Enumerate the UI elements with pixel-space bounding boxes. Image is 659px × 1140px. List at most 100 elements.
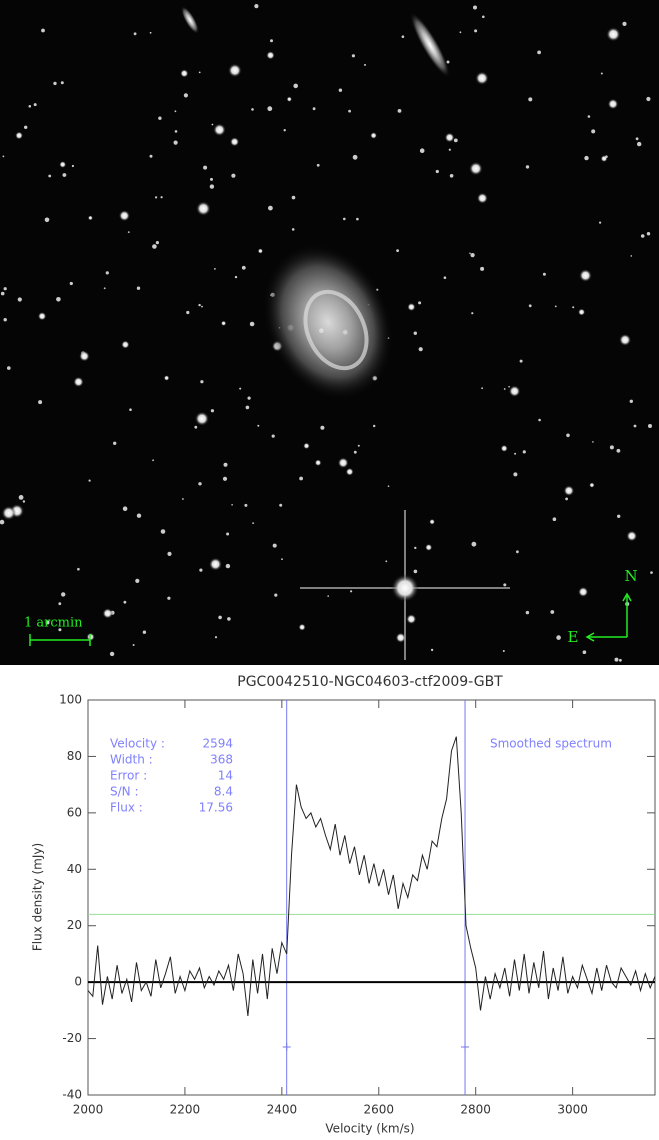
star <box>299 624 306 631</box>
x-tick-label: 3000 <box>557 1103 588 1117</box>
star <box>407 303 415 311</box>
star <box>346 468 354 476</box>
star <box>626 531 637 542</box>
star <box>61 592 65 596</box>
star <box>200 380 203 383</box>
star <box>385 560 387 562</box>
x-tick-label: 2600 <box>363 1103 394 1117</box>
star <box>156 241 159 244</box>
star <box>358 445 360 447</box>
stat-value: 368 <box>210 753 233 767</box>
star <box>73 377 84 388</box>
star <box>106 271 109 274</box>
star <box>550 610 554 614</box>
x-tick-label: 2200 <box>170 1103 201 1117</box>
star <box>450 174 454 178</box>
star <box>124 601 127 604</box>
star <box>543 273 546 276</box>
star <box>246 406 250 410</box>
star <box>119 210 130 221</box>
star <box>503 650 505 652</box>
star <box>474 29 477 32</box>
star <box>419 347 423 351</box>
chart-title: PGC0042510-NGC04603-ctf2009-GBT <box>237 674 503 690</box>
star <box>622 22 626 26</box>
star <box>526 611 529 614</box>
star <box>7 366 11 370</box>
star <box>235 276 237 278</box>
star <box>292 228 295 231</box>
stat-value: 14 <box>218 769 233 783</box>
star <box>480 267 484 271</box>
star <box>272 435 275 438</box>
star <box>503 583 506 586</box>
stat-label: S/N : <box>110 785 139 799</box>
star <box>469 253 471 255</box>
star <box>475 71 489 85</box>
star <box>482 15 485 18</box>
star <box>195 412 209 426</box>
star <box>501 445 508 452</box>
star <box>137 287 140 290</box>
star <box>29 105 32 108</box>
star <box>338 457 349 468</box>
star <box>224 463 228 467</box>
star <box>201 306 203 308</box>
star <box>223 477 227 481</box>
star <box>128 231 130 233</box>
star <box>293 84 298 89</box>
star <box>588 115 591 118</box>
star <box>63 173 67 177</box>
star <box>258 248 263 253</box>
x-tick-label: 2400 <box>267 1103 298 1117</box>
star <box>555 306 557 308</box>
star <box>102 608 113 619</box>
star <box>514 453 516 455</box>
star <box>469 162 483 176</box>
y-tick-label: 40 <box>67 862 82 876</box>
star <box>72 165 74 167</box>
star <box>473 6 477 10</box>
y-tick-label: 0 <box>74 975 82 989</box>
star <box>273 544 277 548</box>
star <box>226 533 229 536</box>
star <box>248 397 251 400</box>
star <box>431 649 433 651</box>
star <box>212 124 214 126</box>
star <box>343 218 346 221</box>
star <box>414 547 416 549</box>
star <box>513 472 517 476</box>
star <box>213 123 226 136</box>
y-tick-label: -40 <box>62 1088 82 1102</box>
star <box>252 522 254 524</box>
star <box>648 424 652 428</box>
star <box>589 482 594 487</box>
star <box>449 149 451 151</box>
star <box>599 222 601 224</box>
x-axis-label: Velocity (km/s) <box>325 1122 414 1136</box>
star <box>182 498 184 500</box>
star <box>619 334 631 346</box>
star <box>167 552 171 556</box>
star <box>251 108 254 111</box>
star <box>388 485 390 487</box>
star <box>313 107 316 110</box>
star <box>477 193 488 204</box>
star <box>244 504 247 507</box>
star <box>24 126 27 129</box>
page: {"image": {"scale_label": "1 arcmin", "n… <box>0 0 659 1140</box>
star <box>121 340 129 348</box>
star <box>274 594 277 597</box>
plot-frame <box>88 700 655 1095</box>
star <box>266 51 275 60</box>
star <box>637 142 641 146</box>
star <box>356 218 359 221</box>
star <box>538 419 541 422</box>
star <box>566 434 570 438</box>
star <box>617 449 621 453</box>
y-tick-label: 20 <box>67 918 82 932</box>
star <box>630 400 633 403</box>
star <box>578 309 585 316</box>
star <box>254 4 258 8</box>
star <box>634 425 637 428</box>
